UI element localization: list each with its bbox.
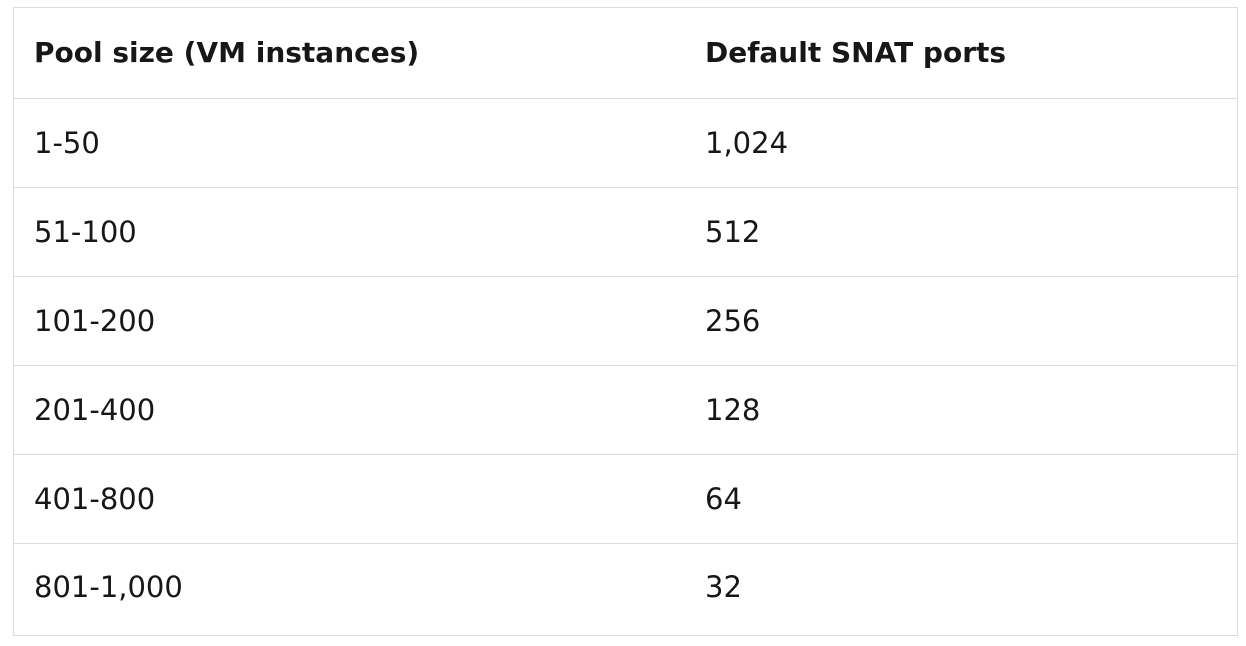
table-row: 401-800 64	[14, 454, 1237, 544]
table: Pool size (VM instances) Default SNAT po…	[14, 8, 1237, 631]
header-row: Pool size (VM instances) Default SNAT po…	[14, 8, 1237, 99]
cell-pool-size: 51-100	[14, 187, 685, 277]
header-default-snat-ports: Default SNAT ports	[685, 8, 1237, 99]
table-header: Pool size (VM instances) Default SNAT po…	[14, 8, 1237, 99]
cell-snat-ports: 64	[685, 454, 1237, 544]
cell-pool-size: 801-1,000	[34, 570, 183, 605]
table-row: 51-100 512	[14, 187, 1237, 277]
header-pool-size: Pool size (VM instances)	[14, 8, 685, 99]
cell-snat-ports: 128	[685, 365, 1237, 455]
table-row: 801-1,000 32	[14, 543, 1237, 631]
cell-snat-ports: 256	[685, 276, 1237, 366]
cell-pool-size: 1-50	[14, 98, 685, 188]
snat-ports-table: Pool size (VM instances) Default SNAT po…	[13, 7, 1238, 636]
cell-pool-size: 201-400	[14, 365, 685, 455]
table-row: 201-400 128	[14, 365, 1237, 455]
table-body: 1-50 1,024 51-100 512 101-200 256 201-40…	[14, 98, 1237, 631]
cell-snat-ports: 512	[685, 187, 1237, 277]
cell-snat-ports: 1,024	[685, 98, 1237, 188]
cell-pool-size: 101-200	[14, 276, 685, 366]
table-row: 101-200 256	[14, 276, 1237, 366]
table-row: 1-50 1,024	[14, 98, 1237, 188]
cell-snat-ports: 32	[705, 570, 742, 605]
cell-pool-size: 401-800	[14, 454, 685, 544]
